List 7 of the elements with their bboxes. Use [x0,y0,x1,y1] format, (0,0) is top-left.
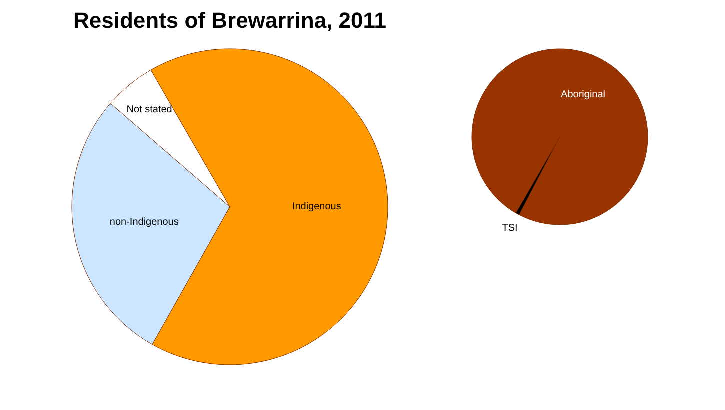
slice-label: Indigenous [292,202,342,213]
pie-slice [472,48,648,226]
slice-label: Not stated [126,104,172,116]
slice-label: TSI [502,223,518,234]
slice-label: non-Indigenous [110,216,179,228]
chart-title: Residents of Brewarrina, 2011 [73,8,387,33]
slice-label: Aboriginal [561,90,606,101]
